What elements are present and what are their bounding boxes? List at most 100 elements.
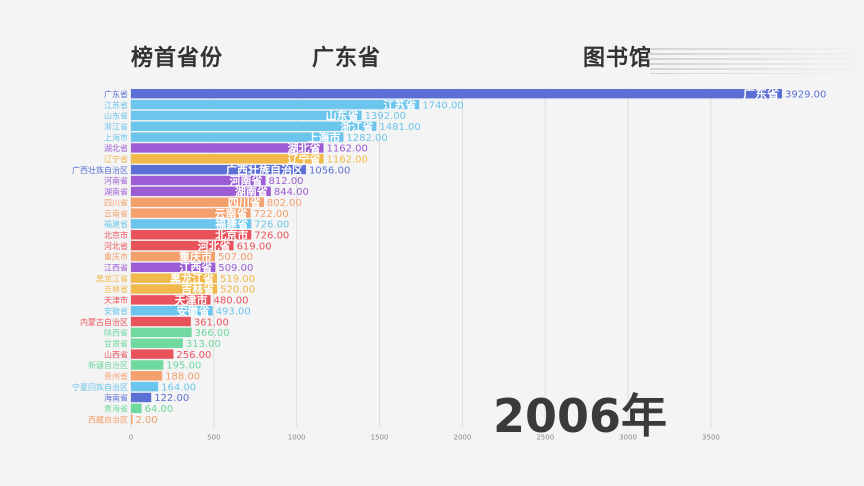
bar	[131, 121, 377, 131]
value-label: 802.00	[267, 198, 302, 209]
topic-title: 图书馆	[583, 46, 653, 71]
bar	[131, 262, 216, 272]
value-label: 812.00	[269, 176, 304, 187]
bar-inner-label: 江西省	[179, 261, 212, 275]
category-label: 广西壮族自治区	[72, 165, 128, 175]
value-label: 122.00	[154, 393, 189, 404]
value-label: 313.00	[186, 339, 221, 350]
value-label: 195.00	[166, 361, 201, 372]
category-label: 新疆自治区	[88, 360, 128, 370]
value-label: 1056.00	[309, 165, 350, 176]
category-label: 浙江省	[104, 121, 128, 131]
category-label: 福建省	[104, 219, 128, 229]
bar	[131, 175, 266, 186]
leader-caption: 榜首省份	[131, 46, 224, 71]
category-label: 贵州省	[104, 371, 128, 381]
value-label: 619.00	[237, 241, 272, 252]
value-label: 726.00	[254, 220, 289, 231]
value-label: 722.00	[254, 209, 289, 220]
category-label: 吉林省	[104, 284, 128, 294]
bar-inner-label: 福建省	[214, 217, 248, 231]
bar	[131, 230, 252, 240]
category-label: 湖南省	[104, 187, 128, 197]
bar	[131, 414, 133, 424]
bar	[131, 360, 164, 370]
bar	[131, 338, 183, 348]
bar	[131, 186, 271, 197]
bar-inner-label: 黑龙江省	[170, 271, 214, 285]
x-tick-label: 2500	[536, 433, 554, 441]
bar	[131, 403, 142, 414]
year-label: 2006年	[493, 389, 668, 443]
bar	[131, 371, 163, 381]
bar-inner-label: 云南省	[215, 206, 248, 220]
x-tick-label: 2000	[453, 433, 471, 441]
bar	[131, 154, 324, 164]
category-label: 河南省	[104, 176, 128, 186]
bar	[131, 273, 217, 283]
bar	[131, 219, 252, 229]
bar	[131, 208, 251, 218]
bar	[131, 284, 218, 294]
value-label: 361.00	[194, 317, 229, 328]
value-label: 520.00	[220, 285, 255, 296]
category-label: 辽宁省	[104, 154, 128, 164]
value-label: 1740.00	[422, 100, 463, 111]
category-label: 重庆市	[104, 252, 128, 262]
value-label: 1282.00	[346, 133, 387, 144]
bar-inner-label: 吉林省	[181, 282, 214, 296]
x-tick-label: 1000	[288, 433, 306, 441]
category-label: 山东省	[104, 111, 128, 121]
x-tick-label: 0	[129, 433, 133, 441]
category-label: 西藏自治区	[88, 414, 128, 424]
value-label: 493.00	[216, 306, 251, 317]
bar-inner-label: 广西壮族自治区	[226, 163, 303, 177]
bar	[131, 164, 306, 175]
value-label: 1392.00	[365, 111, 406, 122]
category-label: 青海省	[104, 404, 128, 414]
bar	[131, 349, 174, 359]
x-tick-label: 3500	[702, 433, 720, 441]
bar-inner-label: 广东省	[743, 86, 779, 101]
bar	[131, 197, 264, 207]
x-tick-label: 3000	[619, 433, 637, 441]
bar	[131, 306, 213, 316]
category-label: 天津市	[104, 295, 128, 305]
x-tick-label: 500	[207, 433, 220, 441]
category-label: 安徽省	[104, 306, 128, 316]
value-label: 726.00	[254, 230, 289, 241]
bar	[131, 251, 216, 262]
value-label: 509.00	[218, 263, 253, 274]
value-label: 1481.00	[379, 122, 420, 133]
category-label: 宁夏回族自治区	[72, 382, 128, 392]
category-label: 海南省	[104, 393, 128, 403]
category-label: 上海市	[104, 132, 128, 142]
category-label: 甘肃省	[104, 338, 128, 348]
bar	[131, 132, 344, 142]
bar-inner-label: 四川省	[228, 195, 261, 209]
value-label: 519.00	[220, 274, 255, 285]
bar	[131, 381, 159, 392]
bar	[131, 295, 211, 305]
value-label: 2.00	[136, 415, 158, 426]
bar-inner-label: 浙江省	[340, 119, 373, 133]
category-label: 河北省	[104, 241, 128, 251]
bar-inner-label: 河北省	[198, 239, 231, 253]
category-label: 北京市	[104, 230, 128, 240]
value-label: 366.00	[195, 328, 230, 339]
category-label: 内蒙古自治区	[80, 317, 128, 327]
bar-inner-label: 天津市	[175, 293, 208, 307]
value-label: 480.00	[214, 296, 249, 307]
bar-inner-label: 辽宁省	[288, 152, 321, 166]
category-label: 云南省	[104, 208, 128, 218]
bar-inner-label: 上海市	[307, 130, 340, 144]
bar-inner-label: 北京市	[215, 228, 248, 242]
bar	[131, 392, 152, 403]
value-label: 188.00	[165, 372, 200, 383]
value-label: 507.00	[218, 252, 253, 263]
bar	[131, 99, 420, 110]
bar-inner-label: 湖北省	[288, 141, 321, 155]
bar	[131, 240, 234, 251]
